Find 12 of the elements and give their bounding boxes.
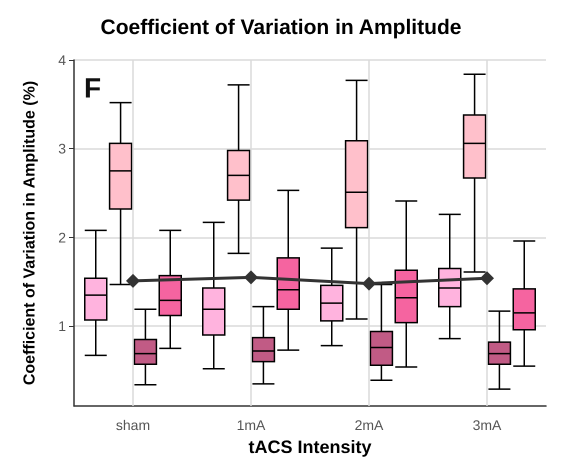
x-tick-label: 3mA <box>472 417 502 433</box>
chart-title: Coefficient of Variation in Amplitude <box>100 16 462 39</box>
x-tick-label: 1mA <box>236 417 266 433</box>
y-tick-label: 1 <box>58 318 66 334</box>
annotation: F <box>84 72 102 104</box>
y-tick-label: 3 <box>58 140 66 157</box>
x-tick-label: 2mA <box>354 417 384 433</box>
y-axis-title: Coefficient of Variation in Amplitude (%) <box>22 80 38 386</box>
x-axis-title: tACS Intensity <box>248 437 372 457</box>
y-tick-label: 2 <box>58 229 66 246</box>
y-tick-label: 4 <box>58 52 66 68</box>
x-tick-label: sham <box>116 417 150 433</box>
